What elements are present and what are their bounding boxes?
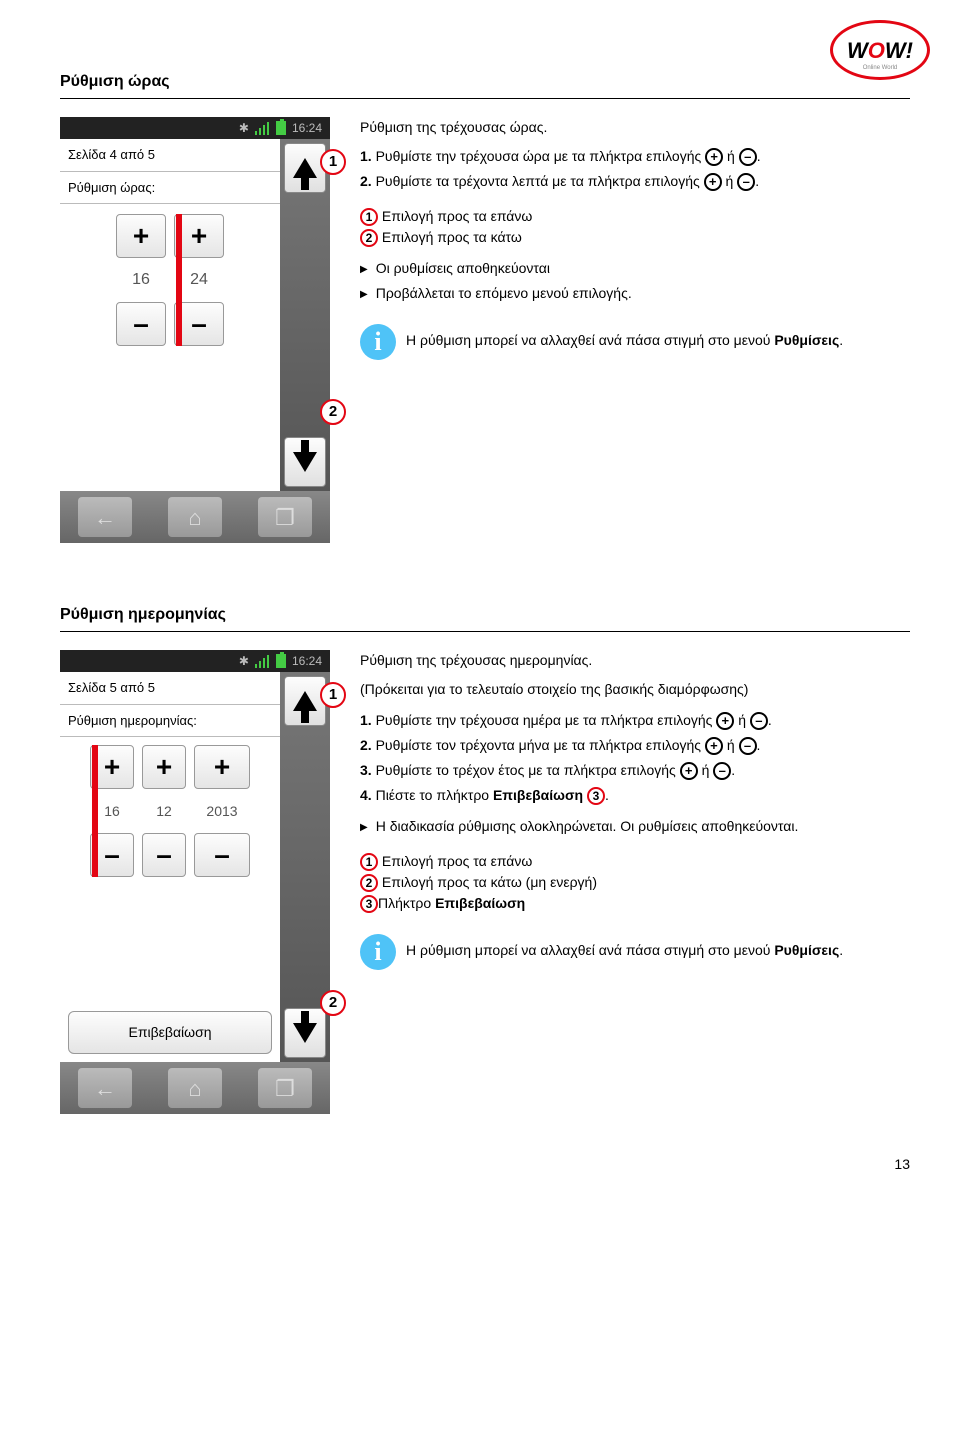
- plus-icon: +: [704, 173, 722, 191]
- page-indicator: Σελίδα 5 από 5: [60, 672, 280, 705]
- status-time: 16:24: [292, 119, 322, 137]
- screen-subtitle: Ρύθμιση ημερομηνίας:: [60, 705, 280, 738]
- callout-2: 2: [320, 399, 346, 425]
- step-3: 3. Ρυθμίστε το τρέχον έτος με τα πλήκτρα…: [360, 760, 910, 781]
- info-note: i Η ρύθμιση μπορεί να αλλαχθεί ανά πάσα …: [360, 324, 910, 360]
- plus-icon: +: [705, 148, 723, 166]
- minus-icon: –: [739, 737, 757, 755]
- home-icon[interactable]: ⌂: [168, 1068, 222, 1108]
- section2-paren: (Πρόκειται για το τελευταίο στοιχείο της…: [360, 679, 910, 700]
- month-value: 12: [142, 793, 186, 829]
- legend-1: 1 Επιλογή προς τα επάνω: [360, 851, 910, 872]
- screen-subtitle: Ρύθμιση ώρας:: [60, 172, 280, 205]
- month-spinner: + 12 –: [142, 745, 186, 877]
- year-value: 2013: [194, 793, 250, 829]
- logo-o: O: [868, 38, 885, 63]
- logo-subtitle: Online World: [863, 64, 898, 73]
- bullet-item: ▶Οι ρυθμίσεις αποθηκεύονται: [360, 258, 910, 279]
- status-bar: ✱ 16:24: [60, 650, 330, 672]
- status-time: 16:24: [292, 652, 322, 670]
- screenshot-time: 1 2 ✱ 16:24 Σελίδα 4 από 5 Ρύθμιση ώρας:…: [60, 117, 340, 543]
- recent-icon[interactable]: ❐: [258, 1068, 312, 1108]
- section1-title: Ρύθμιση ώρας: [60, 70, 910, 94]
- recent-icon[interactable]: ❐: [258, 497, 312, 537]
- minus-icon: –: [750, 712, 768, 730]
- callout-1: 1: [320, 149, 346, 175]
- minus-icon: –: [737, 173, 755, 191]
- confirm-button[interactable]: Επιβεβαίωση: [68, 1011, 272, 1054]
- callout-1: 1: [320, 682, 346, 708]
- hour-minus-button[interactable]: –: [116, 302, 166, 346]
- legend-2: 2 Επιλογή προς τα κάτω (μη ενεργή): [360, 872, 910, 893]
- step-4: 4. Πιέστε το πλήκτρο Επιβεβαίωση 3.: [360, 785, 910, 806]
- step-1: 1. Ρυθμίστε την τρέχουσα ημέρα με τα πλή…: [360, 710, 910, 731]
- step-2: 2. Ρυθμίστε τα τρέχοντα λεπτά με τα πλήκ…: [360, 171, 910, 192]
- minus-icon: –: [739, 148, 757, 166]
- hour-plus-button[interactable]: +: [116, 214, 166, 258]
- nav-down-button[interactable]: [284, 437, 326, 487]
- bottom-nav: ← ⌂ ❐: [60, 491, 330, 543]
- section2-intro: Ρύθμιση της τρέχουσας ημερομηνίας.: [360, 650, 910, 671]
- bullet-item: ▶Η διαδικασία ρύθμισης ολοκληρώνεται. Οι…: [360, 816, 910, 837]
- month-minus-button[interactable]: –: [142, 833, 186, 877]
- plus-icon: +: [716, 712, 734, 730]
- status-bar: ✱ 16:24: [60, 117, 330, 139]
- home-icon[interactable]: ⌂: [168, 497, 222, 537]
- legend-3: 3Πλήκτρο Επιβεβαίωση: [360, 893, 910, 914]
- legend-2: 2 Επιλογή προς τα κάτω: [360, 227, 910, 248]
- year-spinner: + 2013 –: [194, 745, 250, 877]
- logo-w2: W!: [885, 38, 913, 63]
- info-note: i Η ρύθμιση μπορεί να αλλαχθεί ανά πάσα …: [360, 934, 910, 970]
- active-indicator: [92, 745, 98, 877]
- active-indicator: [176, 214, 182, 346]
- year-plus-button[interactable]: +: [194, 745, 250, 789]
- minute-spinner: + 24 –: [174, 214, 224, 346]
- divider: [60, 98, 910, 99]
- hour-spinner: + 16 –: [116, 214, 166, 346]
- year-minus-button[interactable]: –: [194, 833, 250, 877]
- info-icon: i: [360, 324, 396, 360]
- section2-title: Ρύθμιση ημερομηνίας: [60, 603, 910, 627]
- month-plus-button[interactable]: +: [142, 745, 186, 789]
- nav-up-button[interactable]: [284, 676, 326, 726]
- logo-w1: W: [847, 38, 868, 63]
- day-spinner: + 16 –: [90, 745, 134, 877]
- back-icon[interactable]: ←: [78, 497, 132, 537]
- step-2: 2. Ρυθμίστε τον τρέχοντα μήνα με τα πλήκ…: [360, 735, 910, 756]
- brand-logo: WOW! Online World: [830, 20, 930, 80]
- minus-icon: –: [713, 762, 731, 780]
- page-number: 13: [60, 1154, 910, 1175]
- nav-down-button[interactable]: [284, 1008, 326, 1058]
- step-1: 1. Ρυθμίστε την τρέχουσα ώρα με τα πλήκτ…: [360, 146, 910, 167]
- bottom-nav: ← ⌂ ❐: [60, 1062, 330, 1114]
- back-icon[interactable]: ←: [78, 1068, 132, 1108]
- section1-intro: Ρύθμιση της τρέχουσας ώρας.: [360, 117, 910, 138]
- callout-2: 2: [320, 990, 346, 1016]
- divider: [60, 631, 910, 632]
- nav-up-button[interactable]: [284, 143, 326, 193]
- legend-1: 1 Επιλογή προς τα επάνω: [360, 206, 910, 227]
- bullet-item: ▶Προβάλλεται το επόμενο μενού επιλογής.: [360, 283, 910, 304]
- hour-value: 16: [116, 262, 166, 298]
- plus-icon: +: [680, 762, 698, 780]
- info-icon: i: [360, 934, 396, 970]
- plus-icon: +: [705, 737, 723, 755]
- screenshot-date: 1 2 ✱ 16:24 Σελίδα 5 από 5 Ρύθμιση ημερο…: [60, 650, 340, 1114]
- page-indicator: Σελίδα 4 από 5: [60, 139, 280, 172]
